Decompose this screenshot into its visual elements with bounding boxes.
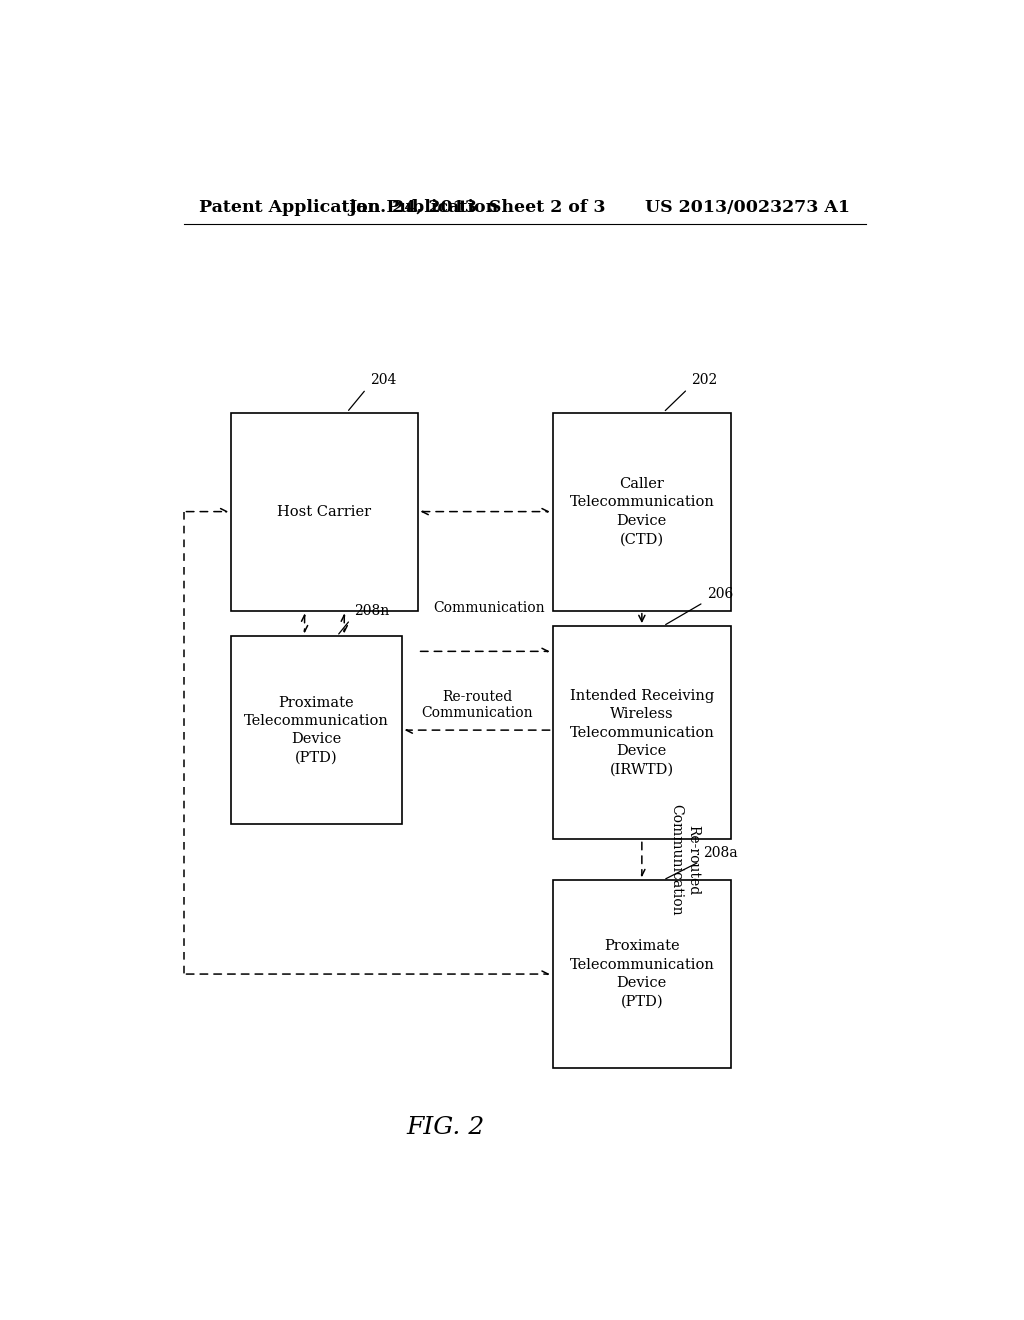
Text: Intended Receiving
Wireless
Telecommunication
Device
(IRWTD): Intended Receiving Wireless Telecommunic… [569,689,715,776]
Text: 206: 206 [708,586,733,601]
Bar [231,413,418,611]
Text: Host Carrier: Host Carrier [278,504,372,519]
Bar [553,413,731,611]
Bar [553,626,731,840]
Text: Proximate
Telecommunication
Device
(PTD): Proximate Telecommunication Device (PTD) [569,940,715,1008]
Text: Re-routed
Communication: Re-routed Communication [421,690,534,719]
Text: Jan. 24, 2013  Sheet 2 of 3: Jan. 24, 2013 Sheet 2 of 3 [348,199,606,215]
Text: Caller
Telecommunication
Device
(CTD): Caller Telecommunication Device (CTD) [569,477,715,546]
Text: Proximate
Telecommunication
Device
(PTD): Proximate Telecommunication Device (PTD) [244,696,389,764]
Text: 202: 202 [691,374,718,387]
Text: FIG. 2: FIG. 2 [407,1115,484,1139]
Bar [553,880,731,1068]
Text: US 2013/0023273 A1: US 2013/0023273 A1 [645,199,850,215]
Text: Communication: Communication [433,601,545,615]
Text: Patent Application Publication: Patent Application Publication [200,199,499,215]
Text: Re-routed
Communication: Re-routed Communication [670,804,699,916]
Text: 208a: 208a [703,846,738,859]
Text: 204: 204 [370,374,396,387]
Bar [231,636,401,824]
Text: 208n: 208n [354,603,389,618]
